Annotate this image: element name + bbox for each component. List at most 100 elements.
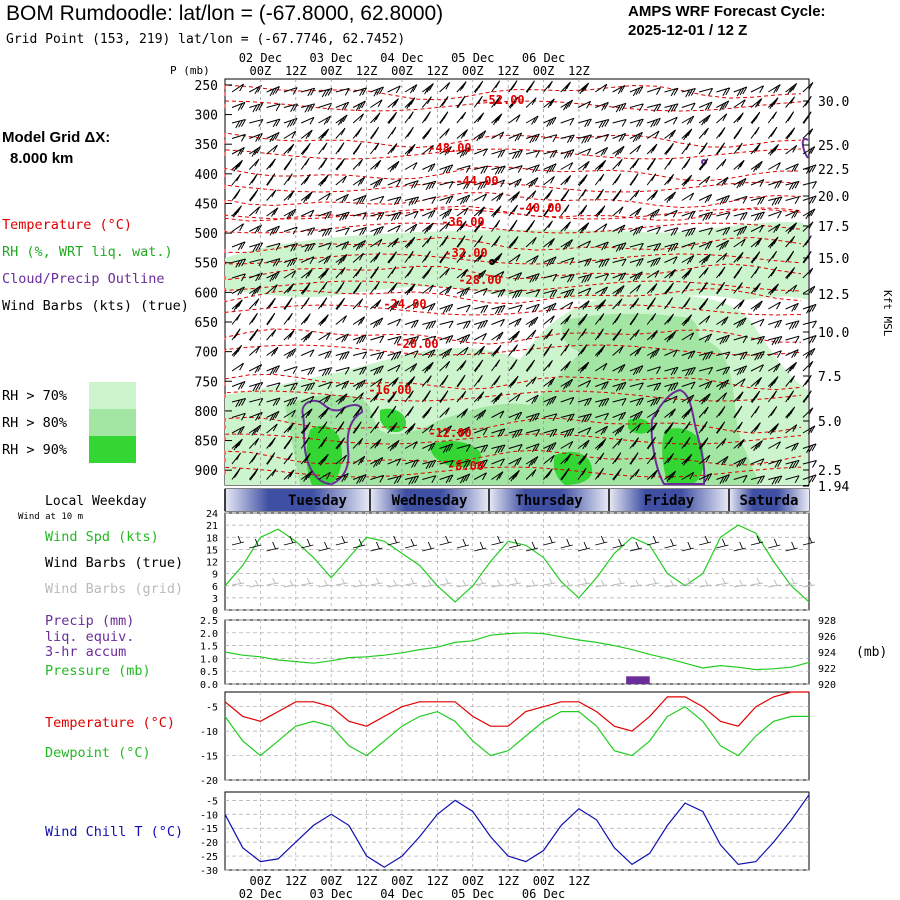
- wind-barb: [525, 316, 539, 328]
- wind-barb: [629, 158, 640, 170]
- wind-barb: [422, 302, 436, 312]
- wind-barb: [508, 317, 522, 327]
- wind-barb: [525, 443, 540, 452]
- wind-barb: [629, 423, 641, 434]
- wind-barb: [577, 174, 588, 187]
- wind-barb: [352, 212, 368, 220]
- cloud-outline-3: [801, 138, 809, 159]
- wind-barb: [439, 96, 449, 108]
- wind-barb: [629, 346, 642, 357]
- wind-barb: [422, 209, 436, 219]
- wind-barb: [768, 336, 783, 346]
- wind-barb: [318, 381, 333, 390]
- wind-barb: [318, 128, 330, 141]
- wind-barb: [716, 351, 731, 360]
- wind-barb: [577, 361, 590, 374]
- isotherm-line: [224, 304, 802, 316]
- isotherm-label: -52.00: [481, 93, 524, 107]
- wind-barb: [474, 148, 488, 157]
- grid-wind-barb: [802, 579, 815, 588]
- height-tick-label: 15.0: [818, 252, 849, 267]
- wind-barb: [387, 405, 397, 418]
- wind-barb: [370, 212, 385, 221]
- wind-barb: [352, 406, 363, 418]
- surface-wind-barb: [595, 535, 608, 546]
- panel-tick-label: -15: [200, 824, 218, 835]
- panel-frame: [224, 791, 810, 871]
- wind-barb: [802, 251, 812, 264]
- wind-barb: [681, 88, 696, 98]
- wind-barb: [595, 286, 609, 296]
- wind-barb: [802, 181, 817, 189]
- pressure-tick-label: 400: [195, 168, 218, 183]
- wind-barb: [560, 288, 575, 299]
- wind-barb: [456, 194, 471, 205]
- wind-barb: [716, 252, 728, 263]
- wind-barb: [543, 256, 557, 267]
- wind-barb: [404, 283, 416, 296]
- wind-barb: [768, 319, 783, 329]
- wind-barb: [802, 443, 817, 454]
- wind-barb: [664, 268, 676, 279]
- wind-barb: [369, 266, 380, 279]
- wind-barb: [473, 409, 487, 421]
- wind-barb: [577, 273, 592, 284]
- wind-barb: [768, 84, 781, 94]
- wind-barb: [595, 133, 610, 142]
- pressure-tick-label: 500: [195, 227, 218, 242]
- wind-barb: [698, 333, 713, 343]
- wind-barb: [733, 112, 744, 124]
- isotherm-line: [224, 100, 802, 112]
- wind-barb: [249, 364, 263, 374]
- wind-barb: [318, 192, 331, 201]
- wind-barb: [249, 145, 262, 157]
- wind-barb: [421, 375, 432, 387]
- wind-barb: [698, 253, 711, 266]
- wind-barb: [647, 257, 661, 268]
- wind-barb: [422, 442, 436, 452]
- wind-barb: [231, 412, 246, 421]
- wind-barb: [577, 204, 588, 217]
- wind-barb: [335, 454, 348, 465]
- wind-barb: [439, 250, 449, 264]
- wind-barb: [421, 235, 432, 248]
- wind-barb: [456, 360, 467, 372]
- wind-barb: [266, 346, 279, 357]
- panel-tick-label: 18: [206, 533, 218, 544]
- isotherm-line: [224, 373, 802, 391]
- wind-barb: [404, 180, 419, 189]
- panel-tick-label: -20: [200, 776, 218, 787]
- wind-barb: [421, 96, 432, 108]
- wind-barb: [733, 86, 748, 97]
- wind-barb: [352, 392, 364, 403]
- wind-barb: [785, 302, 799, 312]
- wind-barb: [698, 421, 708, 434]
- wind-barb: [716, 239, 730, 251]
- wind-barb: [335, 281, 345, 294]
- wind-barb: [300, 470, 313, 482]
- wind-barb: [750, 300, 763, 312]
- wind-barb: [681, 115, 695, 125]
- panel-tick-label: 15: [206, 545, 218, 556]
- wind-barb: [266, 297, 276, 310]
- wind-barb: [508, 289, 523, 299]
- wind-barb: [508, 204, 519, 217]
- wind-barb: [421, 222, 434, 234]
- wind-barb: [283, 348, 297, 359]
- surface-wind-barb: [439, 535, 452, 546]
- wind-barb: [231, 101, 246, 111]
- wind-barb: [750, 237, 763, 248]
- wind-barb: [525, 412, 540, 423]
- grid-wind-barb: [283, 579, 296, 588]
- wind-barb: [508, 375, 519, 388]
- top-tick-label: 00Z: [533, 64, 555, 78]
- surface-wind-barb: [249, 538, 262, 549]
- wind-barb: [612, 102, 627, 113]
- wind-barb: [266, 86, 280, 97]
- wind-barb: [525, 273, 540, 283]
- wind-barb: [335, 333, 349, 343]
- grid-wind-barb: [560, 579, 573, 588]
- wind-barb: [266, 118, 281, 128]
- wind-barb: [300, 313, 311, 325]
- wind-barb: [421, 361, 434, 374]
